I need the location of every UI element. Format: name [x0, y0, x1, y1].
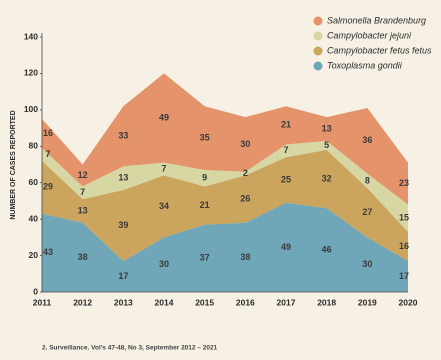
y-tick-label: 120: [24, 68, 38, 78]
data-label: 8: [365, 175, 370, 185]
data-label: 34: [159, 201, 169, 211]
data-label: 39: [118, 220, 128, 230]
data-label: 23: [399, 178, 409, 188]
y-axis-label: NUMBER OF CASES REPORTED: [10, 110, 17, 219]
data-label: 7: [45, 149, 50, 159]
data-label: 16: [43, 128, 53, 138]
data-label: 30: [159, 259, 169, 269]
data-label: 33: [118, 131, 128, 141]
data-label: 49: [281, 242, 291, 252]
area: [42, 149, 408, 262]
data-label: 5: [324, 140, 329, 150]
x-tick-label: 2013: [114, 297, 133, 307]
x-tick-label: 2015: [195, 297, 214, 307]
data-label: 16: [399, 241, 409, 251]
data-label: 43: [43, 247, 53, 257]
data-label: 29: [43, 182, 53, 192]
data-label: 30: [362, 259, 372, 269]
y-tick-label: 60: [29, 177, 39, 187]
y-tick-label: 40: [29, 213, 39, 223]
legend-swatch: [313, 46, 323, 56]
footnote: 2. Surveillance. Vol's 47-48, No 3, Sept…: [42, 345, 218, 352]
data-label: 37: [200, 253, 210, 263]
y-tick-label: 140: [24, 31, 38, 41]
x-tick-label: 2020: [399, 297, 418, 307]
data-label: 30: [240, 139, 250, 149]
x-tick-label: 2011: [33, 297, 52, 307]
data-label: 17: [118, 271, 128, 281]
data-label: 7: [80, 187, 85, 197]
legend-label: Toxoplasma gondii: [327, 60, 403, 70]
data-label: 17: [399, 271, 409, 281]
legend-swatch: [313, 61, 323, 71]
legend-label: Campylobacter jejuni: [327, 30, 412, 40]
data-label: 13: [118, 173, 128, 183]
data-label: 25: [281, 174, 291, 184]
data-label: 15: [399, 213, 409, 223]
area: [42, 140, 408, 232]
y-tick-label: 0: [33, 286, 38, 296]
legend-swatch: [313, 31, 323, 41]
x-tick-label: 2014: [155, 297, 174, 307]
data-label: 32: [322, 173, 332, 183]
data-label: 26: [240, 193, 250, 203]
area: [42, 73, 408, 205]
y-tick-label: 20: [29, 250, 39, 260]
data-label: 21: [200, 200, 210, 210]
x-tick-label: 2018: [317, 297, 336, 307]
data-label: 46: [322, 244, 332, 254]
data-label: 21: [281, 120, 291, 130]
data-label: 38: [240, 252, 250, 262]
y-tick-label: 100: [24, 104, 38, 114]
x-tick-label: 2017: [277, 297, 296, 307]
data-label: 13: [78, 205, 88, 215]
y-tick-label: 80: [29, 141, 39, 151]
data-label: 38: [78, 252, 88, 262]
legend-swatch: [313, 16, 323, 26]
data-label: 49: [159, 112, 169, 122]
data-label: 7: [283, 145, 288, 155]
data-label: 36: [362, 135, 372, 145]
data-label: 13: [322, 123, 332, 133]
area: [42, 202, 408, 292]
data-label: 35: [200, 132, 210, 142]
data-label: 2: [243, 168, 248, 178]
data-label: 12: [78, 170, 88, 180]
x-tick-label: 2012: [73, 297, 92, 307]
data-label: 9: [202, 173, 207, 183]
x-tick-label: 2019: [358, 297, 377, 307]
x-tick-label: 2016: [236, 297, 255, 307]
data-label: 7: [161, 163, 166, 173]
legend-label: Campylobacter fetus fetus: [327, 45, 432, 55]
data-label: 27: [362, 207, 372, 217]
legend-label: Salmonella Brandenburg: [327, 15, 426, 25]
